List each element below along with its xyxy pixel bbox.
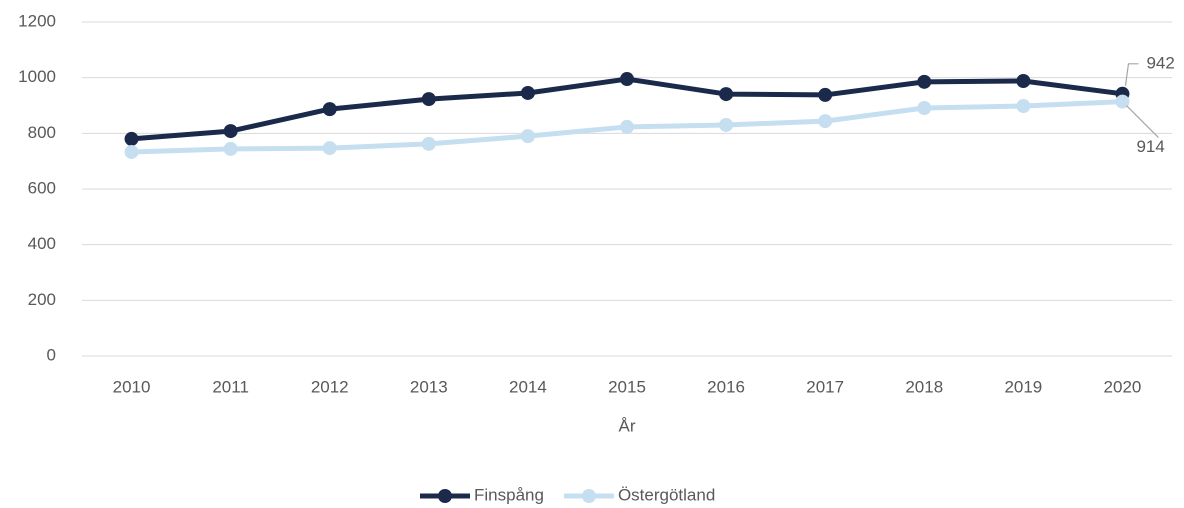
x-tick-label: 2020 — [1104, 377, 1142, 396]
leader-line — [1126, 105, 1159, 139]
data-point — [917, 101, 932, 116]
data-point — [620, 72, 634, 87]
y-tick-label: 200 — [28, 290, 56, 309]
legend-label: Östergötland — [618, 485, 715, 504]
x-tick-label: 2019 — [1004, 377, 1042, 396]
data-point — [124, 131, 139, 146]
x-tick-label: 2016 — [707, 377, 745, 396]
data-point — [1115, 94, 1130, 109]
data-point — [322, 141, 337, 156]
x-tick-label: 2013 — [410, 377, 448, 396]
data-point — [719, 117, 734, 132]
y-tick-label: 600 — [28, 178, 56, 197]
y-tick-label: 1000 — [18, 67, 56, 86]
y-tick-label: 400 — [28, 234, 56, 253]
data-point — [520, 129, 535, 144]
x-tick-label: 2010 — [113, 377, 151, 396]
leader-line — [1124, 63, 1139, 86]
data-point — [818, 114, 833, 129]
x-tick-label: 2018 — [905, 377, 943, 396]
x-axis-label: År — [619, 416, 636, 435]
data-point — [322, 102, 337, 117]
x-tick-label: 2017 — [806, 377, 844, 396]
data-point — [917, 74, 932, 89]
x-tick-label: 2011 — [212, 377, 249, 396]
data-point — [1016, 99, 1031, 114]
data-point — [421, 136, 436, 151]
x-tick-label: 2015 — [608, 377, 646, 396]
x-tick-label: 2014 — [509, 377, 547, 396]
x-tick-label: 2012 — [311, 377, 349, 396]
y-tick-label: 1200 — [18, 11, 56, 30]
data-point — [1016, 74, 1031, 89]
data-point — [520, 85, 535, 100]
data-label: 914 — [1136, 137, 1164, 156]
legend-marker — [581, 489, 596, 503]
y-tick-label: 0 — [47, 345, 56, 364]
data-point — [818, 87, 833, 102]
data-point — [124, 144, 139, 159]
data-point — [223, 124, 238, 139]
y-tick-label: 800 — [28, 123, 56, 142]
data-point — [620, 119, 634, 134]
data-point — [719, 87, 734, 102]
legend-label: Finspång — [474, 485, 544, 504]
data-point — [223, 141, 238, 156]
legend-marker — [438, 489, 452, 503]
data-label: 942 — [1146, 53, 1174, 72]
data-point — [421, 92, 436, 107]
